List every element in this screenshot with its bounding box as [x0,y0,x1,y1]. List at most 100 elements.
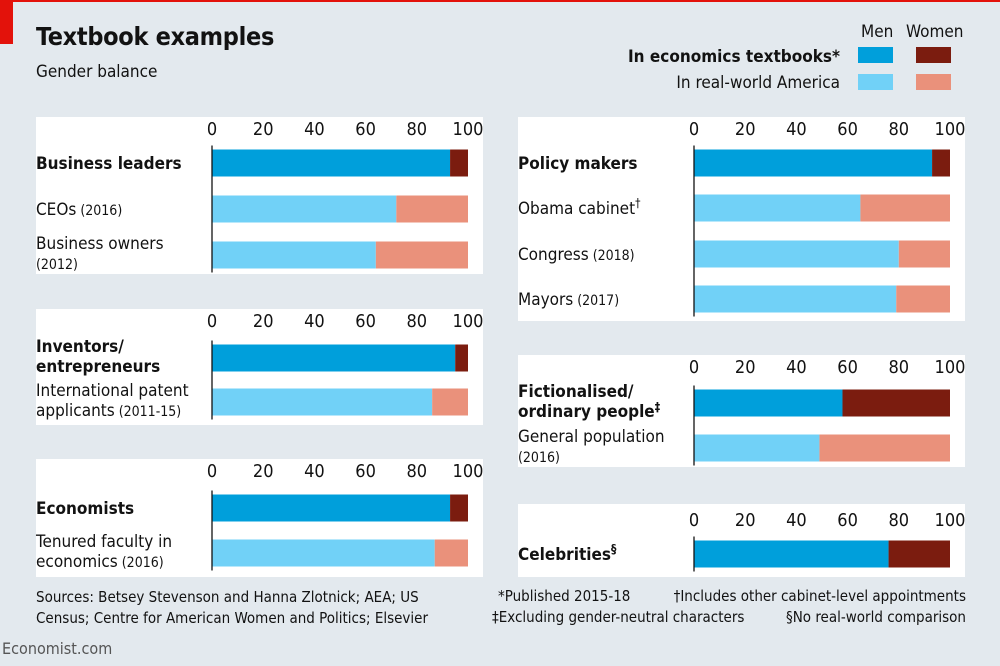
legend-textbooks-label: In economics textbooks* [627,47,840,67]
footnote-published: *Published 2015-18 [498,587,631,605]
row-label-line2: economics (2016) [36,552,164,572]
x-tick-label: 100 [453,311,484,332]
source-note: Sources: Betsey Stevenson and Hanna Zlot… [36,587,428,629]
row-label: Congress (2018) [518,245,635,265]
bar-women [932,149,950,177]
x-tick-label: 100 [935,119,966,140]
footnote-ddagger: ‡Excluding gender-neutral characters [492,608,745,626]
brand-tab [0,0,13,44]
bar-women [432,388,468,416]
source-line-2: Census; Centre for American Women and Po… [36,609,429,627]
row-label: Celebrities§ [518,542,617,565]
x-tick-label: 20 [735,357,756,378]
row-label: CEOs (2016) [36,200,122,220]
x-tick-label: 80 [888,119,909,140]
x-tick-label: 80 [406,311,427,332]
bar-women [396,195,468,223]
x-tick-label: 60 [837,119,858,140]
bar-men [212,539,435,567]
bar-men [212,344,456,372]
legend-realworld-label: In real-world America [676,73,840,93]
x-tick-label: 20 [735,510,756,531]
legend-swatch-women-textbook [916,47,951,63]
bar-men [212,388,433,416]
brand-logo-text: Economist.com [2,639,113,658]
x-tick-label: 0 [689,357,699,378]
chart-subtitle: Gender balance [36,62,158,82]
footnote-section: §No real-world comparison [785,608,966,626]
row-label: General population [518,427,665,447]
bar-women [375,241,468,269]
x-tick-label: 0 [689,119,699,140]
x-tick-label: 20 [735,119,756,140]
bar-men [212,195,397,223]
x-tick-label: 0 [207,461,217,482]
row-label: Fictionalised/ [518,382,634,402]
x-tick-label: 100 [935,357,966,378]
row-label: Business leaders [36,154,182,174]
bar-men [694,149,933,177]
row-label: International patent [36,381,189,401]
bar-men [694,240,899,268]
row-label-line2: (2012) [36,257,78,273]
x-tick-label: 60 [837,357,858,378]
x-tick-label: 80 [406,461,427,482]
x-tick-label: 100 [453,119,484,140]
footnote-dagger: †Includes other cabinet-level appointmen… [673,587,966,605]
row-label: Policy makers [518,154,638,174]
bar-men [212,494,451,522]
legend-women-header: Women [906,22,964,42]
bar-men [694,285,897,313]
row-label: Tenured faculty in [35,532,172,552]
row-label: Mayors (2017) [518,290,619,310]
x-tick-label: 40 [786,357,807,378]
bar-men [694,389,843,417]
bar-women [888,540,950,568]
x-tick-label: 60 [837,510,858,531]
bar-women [860,194,950,222]
row-label: Obama cabinet† [518,196,641,219]
bar-men [694,194,861,222]
x-tick-label: 40 [786,510,807,531]
legend-swatch-men-real [858,74,893,90]
x-tick-label: 80 [888,510,909,531]
x-tick-label: 20 [253,461,274,482]
row-label-line2: entrepreneurs [36,357,160,377]
x-tick-label: 40 [786,119,807,140]
bar-men [212,241,376,269]
bar-women [819,434,950,462]
source-line-1: Sources: Betsey Stevenson and Hanna Zlot… [36,588,419,606]
top-rule [0,0,1000,2]
row-label-line2: ordinary people‡ [518,400,661,422]
bar-men [694,540,889,568]
bar-women [450,149,468,177]
row-label: Business owners [36,234,164,254]
bar-women [842,389,950,417]
x-tick-label: 60 [355,119,376,140]
x-tick-label: 20 [253,119,274,140]
x-tick-label: 0 [207,311,217,332]
bar-women [450,494,468,522]
bar-women [896,285,950,313]
x-tick-label: 80 [888,357,909,378]
x-tick-label: 60 [355,311,376,332]
x-tick-label: 100 [453,461,484,482]
bar-men [694,434,820,462]
row-label: Economists [36,499,134,519]
bar-women [434,539,468,567]
x-tick-label: 20 [253,311,274,332]
legend-swatch-women-real [916,74,951,90]
x-tick-label: 40 [304,119,325,140]
bar-women [455,344,468,372]
legend-men-header: Men [861,22,894,42]
legend-swatch-men-textbook [858,47,893,63]
chart-title: Textbook examples [36,22,275,51]
bar-men [212,149,451,177]
x-tick-label: 100 [935,510,966,531]
x-tick-label: 0 [689,510,699,531]
x-tick-label: 40 [304,461,325,482]
bar-women [898,240,950,268]
x-tick-label: 80 [406,119,427,140]
